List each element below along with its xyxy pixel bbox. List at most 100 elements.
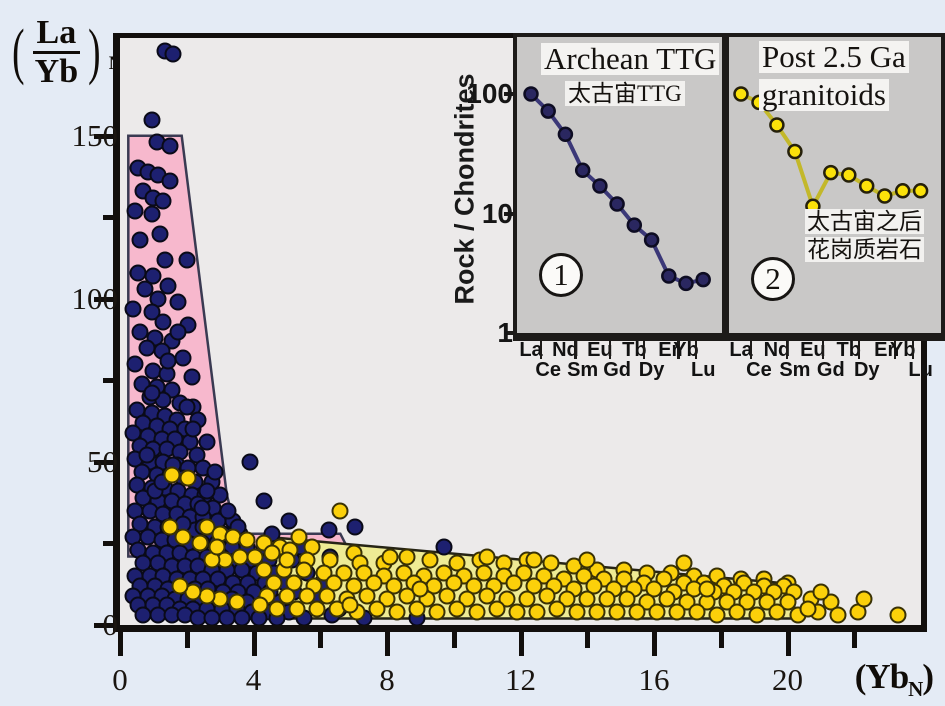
scatter-point	[768, 603, 786, 621]
ree-element-label: Yb	[673, 339, 699, 361]
x-tick-major	[118, 632, 123, 656]
scatter-point	[174, 528, 192, 546]
panel1-title: Archean TTG	[541, 42, 720, 76]
ree-data-point	[592, 178, 608, 194]
x-tick-minor	[184, 632, 190, 648]
ree-element-label: La	[519, 339, 543, 361]
x-tick-minor	[852, 632, 858, 648]
ree-element-label: Ce	[535, 359, 562, 381]
scatter-point	[341, 596, 359, 614]
scatter-point	[411, 580, 429, 598]
y-tick-minor	[103, 378, 120, 384]
ree-data-point	[523, 86, 539, 102]
scatter-point	[161, 518, 179, 536]
scatter-point	[728, 603, 746, 621]
x-tick-label: 4	[245, 662, 262, 697]
scatter-point	[799, 600, 817, 618]
y-tick-major	[94, 459, 120, 465]
x-tick-label: 12	[505, 662, 536, 697]
scatter-point	[143, 384, 161, 402]
scatter-point	[161, 137, 179, 155]
ree-tick-line	[857, 339, 861, 359]
x-tick-label: 16	[638, 662, 670, 697]
scatter-point	[233, 609, 251, 625]
scatter-point	[421, 551, 439, 569]
numerator-la: La	[36, 14, 77, 51]
y-axis-label: ( La Yb ) N	[8, 14, 122, 90]
scatter-point	[668, 603, 686, 621]
scatter-point	[435, 538, 453, 556]
ree-data-point	[894, 183, 911, 199]
scatter-point	[179, 469, 197, 487]
ree-tick-line	[642, 339, 646, 359]
scatter-point	[255, 561, 272, 579]
denominator-yb: Yb	[34, 53, 79, 90]
scatter-point	[889, 606, 907, 624]
scatter-point	[154, 192, 172, 210]
scatter-point	[518, 590, 536, 608]
scatter-point	[812, 583, 830, 601]
scatter-point	[191, 534, 209, 552]
x-tick-label: 8	[379, 662, 395, 697]
scatter-point	[648, 603, 666, 621]
x-tick-minor	[718, 632, 724, 648]
scatter-point	[308, 600, 326, 618]
ree-element-label: Eu	[587, 339, 613, 361]
scatter-point	[478, 587, 496, 605]
scatter-point	[346, 518, 364, 536]
panel2-title-line2: granitoids	[759, 78, 889, 112]
x-axis-label-close: )	[922, 657, 934, 696]
ree-data-point	[787, 143, 803, 160]
scatter-point	[488, 600, 506, 618]
scatter-point	[156, 251, 174, 269]
scatter-point	[178, 398, 196, 415]
inset-y-tick	[504, 92, 517, 96]
ree-data-point	[678, 275, 694, 292]
ree-data-point	[823, 164, 839, 181]
ree-tick-line	[785, 339, 789, 359]
ree-axis-bar	[513, 337, 945, 341]
scatter-point	[159, 277, 177, 295]
scatter-point	[618, 590, 636, 608]
scatter-point	[154, 313, 172, 331]
y-tick-major	[94, 133, 120, 139]
ree-element-label: Er	[658, 339, 680, 361]
ree-element-label: Dy	[853, 359, 880, 381]
panel2-plot-area: Post 2.5 Ga granitoids 太古宙之后 花岗质岩石 2	[729, 37, 941, 333]
scatter-point	[628, 603, 646, 621]
ree-element-label: Gd	[816, 359, 845, 381]
scatter-point	[508, 603, 526, 621]
scatter-point	[280, 512, 298, 530]
scatter-point	[198, 482, 216, 500]
scatter-point	[428, 603, 446, 621]
scatter-point	[588, 603, 606, 621]
y-tick-major	[94, 296, 120, 302]
scatter-point	[548, 600, 566, 618]
la-over-yb-fraction: La Yb	[32, 14, 81, 90]
ree-tick-line	[539, 339, 543, 359]
scatter-point	[528, 603, 546, 621]
scatter-point	[318, 587, 336, 605]
y-tick-minor	[103, 541, 120, 547]
ree-tick-line	[911, 339, 915, 359]
scatter-point	[698, 580, 716, 598]
scatter-point	[538, 587, 556, 605]
ree-tick-line	[677, 339, 680, 359]
ree-element-label: Gd	[603, 359, 631, 381]
ree-element-label: Ce	[746, 359, 772, 381]
ree-tick-line	[694, 339, 698, 359]
inset-y-tick-label: 100	[466, 78, 513, 109]
ree-element-label: Sm	[779, 359, 811, 381]
scatter-point	[438, 587, 456, 605]
ree-data-point	[540, 103, 556, 119]
y-tick-label: 0	[102, 607, 119, 642]
x-tick-major	[251, 632, 257, 656]
ree-data-point	[609, 196, 625, 212]
scatter-point	[448, 600, 466, 618]
ree-data-point	[661, 268, 677, 284]
scatter-point	[178, 251, 196, 269]
y-tick-label: 50	[87, 443, 118, 479]
scatter-point	[525, 551, 543, 569]
y-tick-major	[94, 623, 120, 628]
ree-element-label: Nd	[552, 339, 579, 361]
